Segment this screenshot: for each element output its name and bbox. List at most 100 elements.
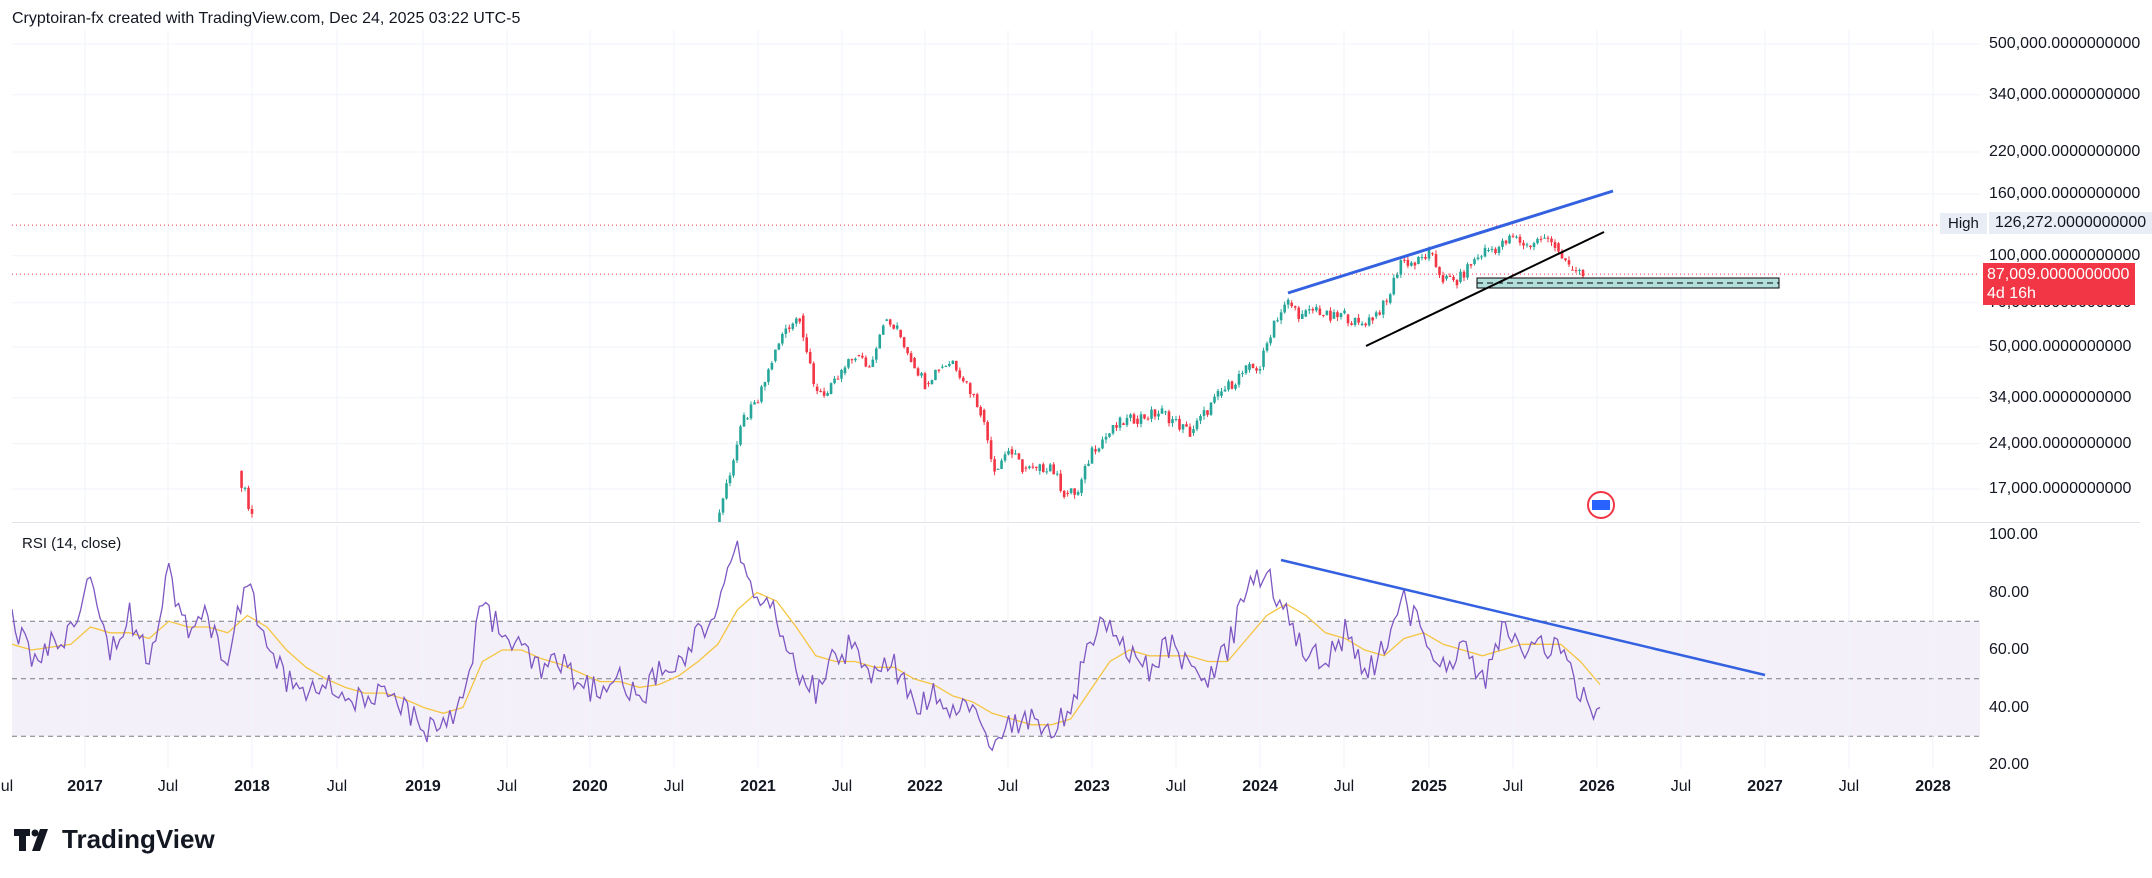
- candle: [243, 487, 247, 489]
- last-price-tag: 87,009.0000000000 4d 16h: [1983, 263, 2135, 305]
- candle: [1504, 240, 1508, 244]
- candle: [1546, 237, 1550, 239]
- rsi-tick-label: 40.00: [1989, 698, 2030, 716]
- time-tick-label: Jul: [157, 778, 179, 795]
- candle: [1073, 488, 1076, 495]
- price-tick-label: 34,000.0000000000: [1989, 388, 2132, 406]
- high-label: High: [1940, 212, 1987, 234]
- candle: [767, 369, 770, 383]
- candle: [1297, 307, 1301, 319]
- candle: [1353, 317, 1357, 325]
- candle: [1048, 464, 1052, 472]
- candle: [923, 373, 927, 389]
- candle: [1146, 418, 1150, 420]
- rsi-chart[interactable]: [12, 525, 1980, 769]
- price-tick-label: 220,000.0000000000: [1989, 143, 2141, 161]
- candle: [1118, 417, 1122, 428]
- candle: [1455, 280, 1459, 286]
- candle: [1244, 365, 1248, 373]
- rsi-tick-label: 80.00: [1989, 583, 2030, 601]
- candle: [781, 333, 784, 344]
- candle: [1539, 238, 1543, 240]
- time-tick-label: 2025: [1411, 778, 1447, 795]
- price-pane[interactable]: [12, 30, 1980, 522]
- candle: [1332, 312, 1336, 319]
- candle: [1024, 467, 1028, 469]
- candle: [1241, 372, 1244, 374]
- candle: [874, 348, 878, 360]
- candle: [1431, 253, 1434, 255]
- candle: [1265, 343, 1269, 351]
- candle: [1564, 258, 1567, 261]
- candle: [1487, 249, 1490, 251]
- time-tick-label: 2021: [740, 778, 776, 795]
- candle: [989, 440, 993, 460]
- chart-header: Cryptoiran-fx created with TradingView.c…: [12, 10, 521, 27]
- candle: [1434, 254, 1438, 267]
- candle: [1230, 381, 1234, 389]
- candle: [843, 367, 847, 374]
- candle: [1017, 453, 1021, 460]
- price-axis[interactable]: 500,000.0000000000 340,000.0000000000 220,…: [1980, 30, 2140, 775]
- candle: [1003, 454, 1007, 461]
- candle: [1494, 248, 1497, 253]
- candle: [1427, 248, 1431, 259]
- time-tick-label: Jul: [0, 778, 14, 795]
- lower-trendline: [1365, 231, 1605, 347]
- time-tick-label: Jul: [997, 778, 1019, 795]
- candle: [1325, 310, 1329, 315]
- candle: [1101, 439, 1104, 449]
- candle: [1139, 414, 1143, 424]
- candle: [993, 459, 996, 472]
- candle: [788, 327, 791, 329]
- candle: [1300, 314, 1304, 319]
- candle: [1543, 237, 1546, 239]
- candle: [1223, 389, 1227, 392]
- candle: [1311, 309, 1315, 311]
- time-axis[interactable]: Jul 2017 Jul 2018 Jul 2019 Jul 2020 Jul 2021 Jul 20…: [0, 770, 1980, 800]
- candle: [1150, 409, 1153, 419]
- candle: [1066, 492, 1069, 494]
- candle: [1290, 302, 1293, 307]
- candle: [1171, 419, 1174, 424]
- candle: [1188, 426, 1192, 437]
- candle: [742, 414, 746, 427]
- time-tick-label: 2026: [1579, 778, 1615, 795]
- candle: [794, 318, 798, 324]
- candle: [1237, 373, 1241, 385]
- candle: [749, 404, 753, 419]
- candle: [1080, 479, 1083, 493]
- time-tick-label: 2024: [1242, 778, 1278, 795]
- time-tick-label: Jul: [1670, 778, 1692, 795]
- candle: [1350, 323, 1353, 325]
- time-tick-label: Jul: [496, 778, 518, 795]
- candle: [815, 386, 819, 392]
- candle: [753, 402, 756, 405]
- time-tick-label: Jul: [663, 778, 685, 795]
- time-tick-label: 2022: [907, 778, 943, 795]
- candle: [1269, 337, 1272, 344]
- price-chart[interactable]: [12, 30, 1980, 522]
- price-tick-label: 160,000.0000000000: [1989, 184, 2141, 202]
- candle: [822, 391, 826, 396]
- candle: [1388, 294, 1392, 303]
- candle: [986, 421, 989, 441]
- pane-divider[interactable]: [12, 522, 2140, 523]
- time-tick-label: Jul: [831, 778, 853, 795]
- rsi-line: [12, 540, 1601, 752]
- rsi-title[interactable]: RSI (14, close): [22, 535, 122, 552]
- candle: [1483, 247, 1487, 257]
- candle: [1525, 244, 1529, 246]
- candle: [1511, 235, 1515, 237]
- upper-trendline: [1287, 189, 1614, 295]
- candle: [1174, 418, 1178, 420]
- candle: [930, 380, 934, 385]
- candle: [1339, 313, 1343, 318]
- candle: [899, 329, 902, 338]
- rsi-pane[interactable]: [12, 525, 1980, 769]
- brand-footer[interactable]: TradingView: [14, 824, 215, 855]
- candle: [784, 328, 788, 334]
- candle: [1374, 312, 1378, 317]
- candle: [895, 325, 899, 329]
- candle: [1529, 245, 1532, 248]
